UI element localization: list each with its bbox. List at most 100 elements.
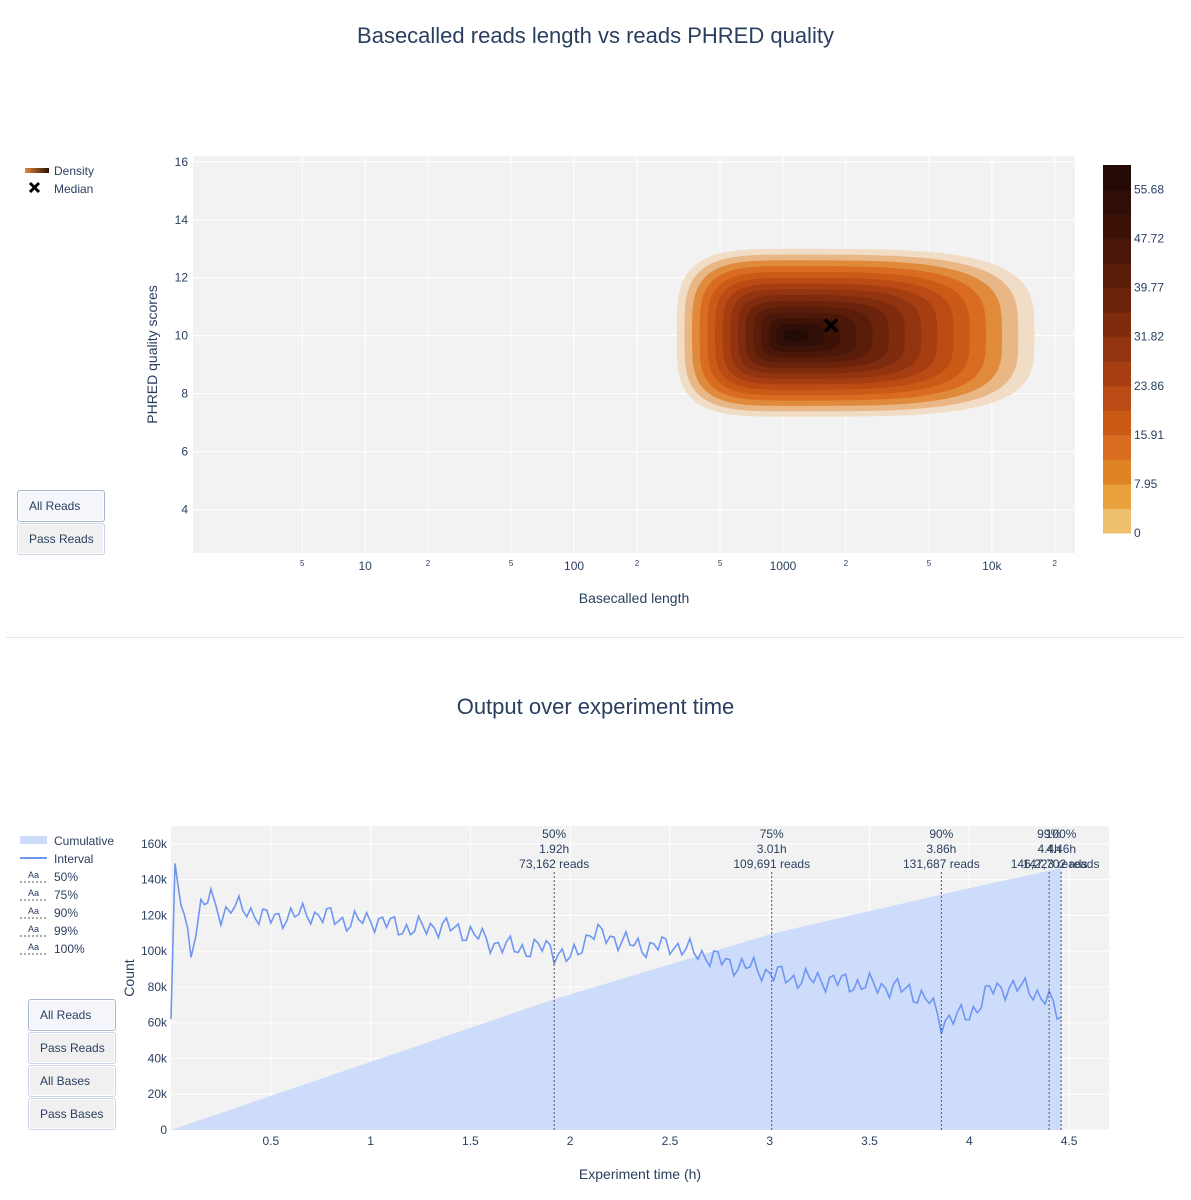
density-y-tick-label: 12 bbox=[175, 271, 189, 285]
density-x-tick-label: 10 bbox=[358, 559, 372, 573]
output-x-tick-label: 1.5 bbox=[462, 1134, 479, 1148]
output-x-tick-label: 3 bbox=[766, 1134, 773, 1148]
colorbar-band bbox=[1103, 165, 1131, 191]
density-x-minor-tick-label: 5 bbox=[509, 559, 514, 568]
density-x-tick-label: 100 bbox=[564, 559, 584, 573]
output-y-tick-label: 20k bbox=[148, 1087, 168, 1101]
output-all-bases-button[interactable]: All Bases bbox=[28, 1065, 116, 1097]
annotation-legend-label: 99% bbox=[54, 924, 78, 938]
output-all-reads-button[interactable]: All Reads bbox=[28, 999, 116, 1031]
colorbar-band bbox=[1103, 483, 1131, 509]
density-x-minor-tick-label: 2 bbox=[426, 559, 431, 568]
threshold-percent: 75% bbox=[760, 827, 784, 841]
density-contour-band bbox=[783, 329, 808, 342]
colorbar-tick-label: 23.86 bbox=[1134, 379, 1164, 393]
interval-legend-label: Interval bbox=[54, 852, 93, 866]
threshold-reads: 147,702 reads bbox=[1023, 857, 1100, 871]
annotation-legend-icon: Aa bbox=[28, 888, 39, 898]
density-y-tick-label: 14 bbox=[175, 213, 189, 227]
density-x-minor-tick-label: 2 bbox=[1053, 559, 1058, 568]
cumulative-legend-swatch bbox=[20, 836, 47, 844]
colorbar-band bbox=[1103, 287, 1131, 313]
output-y-tick-label: 80k bbox=[148, 980, 168, 994]
colorbar-tick-label: 7.95 bbox=[1134, 477, 1158, 491]
panel-divider bbox=[6, 637, 1185, 638]
colorbar-tick-label: 31.82 bbox=[1134, 330, 1164, 344]
threshold-time: 4.46h bbox=[1046, 842, 1076, 856]
colorbar-band bbox=[1103, 459, 1131, 485]
density-contours bbox=[676, 248, 1035, 417]
annotation-legend-icon: Aa bbox=[28, 870, 39, 880]
output-y-tick-label: 100k bbox=[141, 944, 168, 958]
output-y-tick-label: 160k bbox=[141, 837, 168, 851]
output-y-axis-label: Count bbox=[121, 959, 137, 996]
annotation-legend-label: 50% bbox=[54, 870, 78, 884]
annotation-legend-label: 100% bbox=[54, 942, 85, 956]
annotation-legend-icon: Aa bbox=[28, 906, 39, 916]
colorbar-band bbox=[1103, 238, 1131, 264]
colorbar-band bbox=[1103, 410, 1131, 436]
output-x-tick-label: 4 bbox=[966, 1134, 973, 1148]
output-pass-bases-button[interactable]: Pass Bases bbox=[28, 1098, 116, 1130]
threshold-time: 3.01h bbox=[757, 842, 787, 856]
threshold-reads: 131,687 reads bbox=[903, 857, 980, 871]
threshold-percent: 99% bbox=[1037, 827, 1061, 841]
colorbar-band bbox=[1103, 361, 1131, 387]
cumulative-area bbox=[171, 867, 1062, 1130]
median-legend-label: Median bbox=[54, 182, 93, 196]
density-x-minor-tick-label: 2 bbox=[844, 559, 849, 568]
output-y-tick-label: 0 bbox=[160, 1123, 167, 1137]
threshold-reads: 73,162 reads bbox=[519, 857, 589, 871]
output-chart-title: Output over experiment time bbox=[456, 694, 735, 719]
density-y-tick-label: 10 bbox=[175, 329, 189, 343]
density-y-tick-label: 8 bbox=[181, 387, 188, 401]
output-x-tick-label: 1 bbox=[367, 1134, 374, 1148]
density-y-tick-label: 4 bbox=[181, 503, 188, 517]
density-x-tick-label: 10k bbox=[982, 559, 1002, 573]
density-x-tick-label: 1000 bbox=[770, 559, 797, 573]
colorbar-band bbox=[1103, 312, 1131, 338]
density-y-tick-label: 6 bbox=[181, 445, 188, 459]
density-panel: Basecalled reads length vs reads PHRED q… bbox=[17, 23, 1164, 606]
density-y-axis-label: PHRED quality scores bbox=[144, 285, 160, 424]
colorbar-band bbox=[1103, 189, 1131, 215]
output-x-tick-label: 3.5 bbox=[861, 1134, 878, 1148]
density-x-minor-tick-label: 5 bbox=[718, 559, 723, 568]
colorbar-tick-label: 39.77 bbox=[1134, 281, 1164, 295]
output-y-tick-label: 140k bbox=[141, 873, 168, 887]
median-legend-icon bbox=[28, 181, 41, 194]
density-x-minor-tick-label: 5 bbox=[300, 559, 305, 568]
density-y-tick-label: 16 bbox=[175, 155, 189, 169]
annotation-legend-icon: Aa bbox=[28, 942, 39, 952]
colorbar: 55.68 47.72 39.77 31.82 23.86 15.91 7.95 0 bbox=[1103, 165, 1164, 540]
density-legend-swatch bbox=[25, 168, 49, 173]
density-x-minor-tick-label: 5 bbox=[927, 559, 932, 568]
threshold-time: 1.92h bbox=[539, 842, 569, 856]
density-x-minor-tick-label: 2 bbox=[635, 559, 640, 568]
output-y-tick-label: 40k bbox=[148, 1051, 168, 1065]
output-legend: Cumulative Interval Aa 50% Aa 75% Aa 90% Aa 99% Aa… bbox=[20, 834, 114, 956]
annotation-legend-icon: Aa bbox=[28, 924, 39, 934]
colorbar-band bbox=[1103, 263, 1131, 289]
threshold-reads: 146,223 reads bbox=[1011, 857, 1088, 871]
colorbar-band bbox=[1103, 214, 1131, 240]
output-y-tick-label: 60k bbox=[148, 1016, 168, 1030]
output-x-tick-label: 4.5 bbox=[1061, 1134, 1078, 1148]
colorbar-band bbox=[1103, 508, 1131, 534]
threshold-time: 4.4h bbox=[1037, 842, 1060, 856]
density-all-reads-button[interactable]: All Reads bbox=[17, 490, 105, 522]
colorbar-tick-label: 15.91 bbox=[1134, 428, 1164, 442]
density-x-axis-label: Basecalled length bbox=[579, 590, 690, 606]
density-legend: Density Median bbox=[25, 164, 94, 196]
threshold-percent: 90% bbox=[929, 827, 953, 841]
interval-line bbox=[170, 863, 1062, 1034]
density-chart-svg: 10 100 1000 10k 5 2 5 2 5 2 5 2 4 6 8 10 12 14 16 Basecalle… bbox=[25, 155, 1164, 606]
output-pass-reads-button[interactable]: Pass Reads bbox=[28, 1032, 116, 1064]
annotation-legend-label: 75% bbox=[54, 888, 78, 902]
density-pass-reads-button[interactable]: Pass Reads bbox=[17, 523, 105, 555]
